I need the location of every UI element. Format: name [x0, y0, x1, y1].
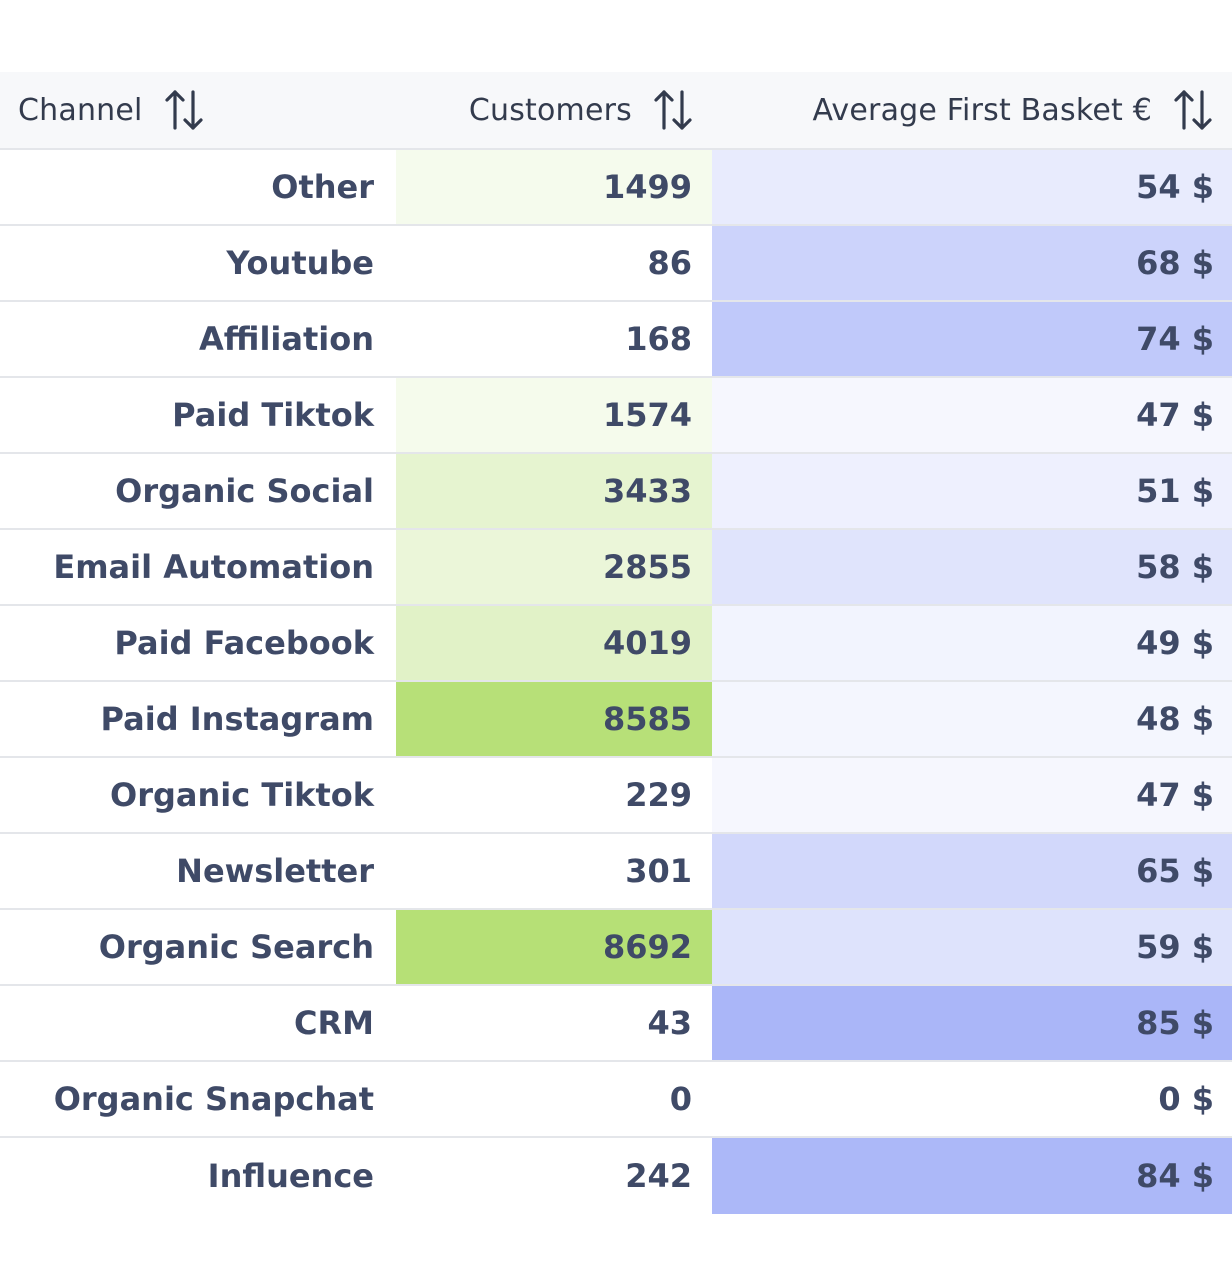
sort-icon[interactable] — [163, 88, 205, 132]
customers-cell: 0 — [396, 1062, 712, 1136]
column-header-label: Channel — [18, 92, 143, 128]
channel-cell: Organic Snapchat — [53, 1080, 374, 1118]
basket-cell: 47 $ — [712, 378, 1232, 452]
channel-cell: CRM — [294, 1004, 374, 1042]
table-body: Other 1499 54 $ Youtube 86 68 $ Affiliat… — [0, 150, 1232, 1214]
table-row[interactable]: Organic Social 3433 51 $ — [0, 454, 1232, 530]
basket-cell: 51 $ — [712, 454, 1232, 528]
customers-cell: 242 — [396, 1138, 712, 1214]
table-row[interactable]: CRM 43 85 $ — [0, 986, 1232, 1062]
column-header-label: Average First Basket € — [812, 92, 1152, 128]
channel-cell: Youtube — [226, 244, 374, 282]
channel-cell: Paid Instagram — [100, 700, 374, 738]
table-row[interactable]: Influence 242 84 $ — [0, 1138, 1232, 1214]
table-row[interactable]: Paid Instagram 8585 48 $ — [0, 682, 1232, 758]
basket-cell: 85 $ — [712, 986, 1232, 1060]
channel-cell: Organic Tiktok — [110, 776, 374, 814]
channel-cell: Email Automation — [53, 548, 374, 586]
table-row[interactable]: Organic Tiktok 229 47 $ — [0, 758, 1232, 834]
channel-cell: Affiliation — [198, 320, 374, 358]
customers-cell: 2855 — [396, 530, 712, 604]
channel-cell: Influence — [207, 1157, 374, 1195]
table-row[interactable]: Affiliation 168 74 $ — [0, 302, 1232, 378]
customers-cell: 1574 — [396, 378, 712, 452]
column-header-channel[interactable]: Channel — [0, 72, 396, 148]
customers-cell: 4019 — [396, 606, 712, 680]
basket-cell: 58 $ — [712, 530, 1232, 604]
basket-cell: 84 $ — [712, 1138, 1232, 1214]
customers-cell: 8692 — [396, 910, 712, 984]
customers-cell: 86 — [396, 226, 712, 300]
channel-table: Channel Customers — [0, 72, 1232, 1214]
basket-cell: 0 $ — [712, 1062, 1232, 1136]
channel-cell: Organic Social — [115, 472, 374, 510]
table-row[interactable]: Email Automation 2855 58 $ — [0, 530, 1232, 606]
column-header-label: Customers — [468, 92, 632, 128]
customers-cell: 43 — [396, 986, 712, 1060]
basket-cell: 68 $ — [712, 226, 1232, 300]
customers-cell: 229 — [396, 758, 712, 832]
channel-cell: Paid Tiktok — [172, 396, 374, 434]
customers-cell: 168 — [396, 302, 712, 376]
basket-cell: 59 $ — [712, 910, 1232, 984]
basket-cell: 54 $ — [712, 150, 1232, 224]
sort-icon[interactable] — [1172, 88, 1214, 132]
customers-cell: 3433 — [396, 454, 712, 528]
table-header: Channel Customers — [0, 72, 1232, 150]
table-row[interactable]: Paid Tiktok 1574 47 $ — [0, 378, 1232, 454]
channel-cell: Paid Facebook — [114, 624, 374, 662]
table-row[interactable]: Newsletter 301 65 $ — [0, 834, 1232, 910]
customers-cell: 1499 — [396, 150, 712, 224]
table-row[interactable]: Paid Facebook 4019 49 $ — [0, 606, 1232, 682]
basket-cell: 47 $ — [712, 758, 1232, 832]
table-row[interactable]: Organic Snapchat 0 0 $ — [0, 1062, 1232, 1138]
channel-cell: Organic Search — [98, 928, 374, 966]
basket-cell: 49 $ — [712, 606, 1232, 680]
basket-cell: 65 $ — [712, 834, 1232, 908]
channel-cell: Newsletter — [176, 852, 374, 890]
channel-cell: Other — [271, 168, 374, 206]
sort-icon[interactable] — [652, 88, 694, 132]
basket-cell: 74 $ — [712, 302, 1232, 376]
table-row[interactable]: Other 1499 54 $ — [0, 150, 1232, 226]
customers-cell: 8585 — [396, 682, 712, 756]
basket-cell: 48 $ — [712, 682, 1232, 756]
column-header-average-first-basket[interactable]: Average First Basket € — [712, 72, 1232, 148]
customers-cell: 301 — [396, 834, 712, 908]
table-row[interactable]: Organic Search 8692 59 $ — [0, 910, 1232, 986]
table-row[interactable]: Youtube 86 68 $ — [0, 226, 1232, 302]
column-header-customers[interactable]: Customers — [396, 72, 712, 148]
